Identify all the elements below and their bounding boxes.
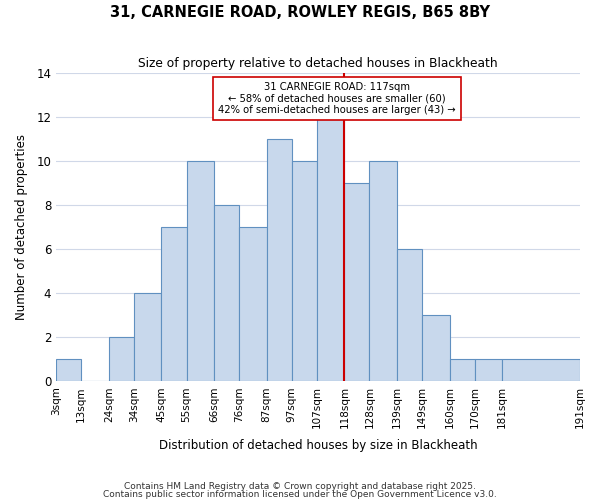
Bar [267,139,292,382]
Bar [214,205,239,382]
Bar [502,360,580,382]
Title: Size of property relative to detached houses in Blackheath: Size of property relative to detached ho… [138,58,498,70]
Bar [134,294,161,382]
Y-axis label: Number of detached properties: Number of detached properties [15,134,28,320]
Bar [109,338,134,382]
Bar [422,316,449,382]
Bar [475,360,502,382]
Text: Contains HM Land Registry data © Crown copyright and database right 2025.: Contains HM Land Registry data © Crown c… [124,482,476,491]
Bar [397,250,422,382]
Text: 31, CARNEGIE ROAD, ROWLEY REGIS, B65 8BY: 31, CARNEGIE ROAD, ROWLEY REGIS, B65 8BY [110,5,490,20]
Text: 31 CARNEGIE ROAD: 117sqm
← 58% of detached houses are smaller (60)
42% of semi-d: 31 CARNEGIE ROAD: 117sqm ← 58% of detach… [218,82,456,115]
Bar [344,183,370,382]
Bar [370,161,397,382]
Bar [161,227,187,382]
Bar [239,227,267,382]
X-axis label: Distribution of detached houses by size in Blackheath: Distribution of detached houses by size … [159,440,478,452]
Text: Contains public sector information licensed under the Open Government Licence v3: Contains public sector information licen… [103,490,497,499]
Bar [187,161,214,382]
Bar [56,360,81,382]
Bar [449,360,475,382]
Bar [292,161,317,382]
Bar [317,117,344,382]
